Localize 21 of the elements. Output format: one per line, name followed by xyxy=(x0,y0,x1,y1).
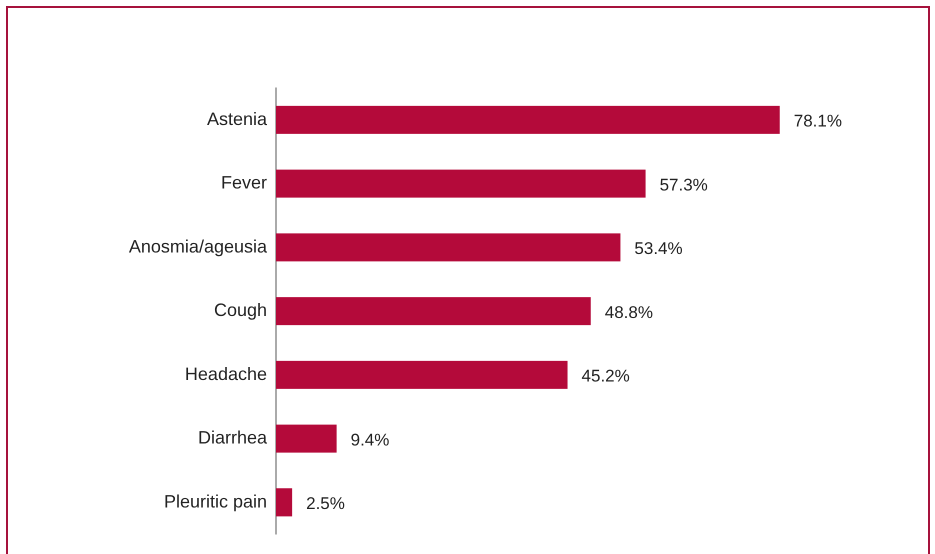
data-label: 48.8% xyxy=(604,302,653,322)
bar xyxy=(276,233,620,262)
bar xyxy=(276,424,337,453)
bar xyxy=(276,488,292,516)
data-label: 9.4% xyxy=(350,430,390,450)
data-label: 45.2% xyxy=(582,366,630,386)
y-tick-label: Astenia xyxy=(206,108,268,129)
bar xyxy=(276,106,780,134)
data-label: 78.1% xyxy=(794,112,842,131)
data-label: 2.5% xyxy=(306,494,345,514)
y-tick-label: Fever xyxy=(220,172,267,193)
bar xyxy=(276,360,568,389)
bar xyxy=(276,297,591,326)
data-label: 57.3% xyxy=(660,175,708,194)
y-tick-label: Anosmia/ageusia xyxy=(128,236,268,256)
y-tick-label: Pleuritic pain xyxy=(164,491,267,512)
y-tick-label: Cough xyxy=(214,300,267,320)
bar xyxy=(276,170,646,198)
y-tick-label: Headache xyxy=(184,364,267,384)
y-tick-label: Diarrhea xyxy=(198,428,268,448)
data-label: 53.4% xyxy=(634,239,683,258)
